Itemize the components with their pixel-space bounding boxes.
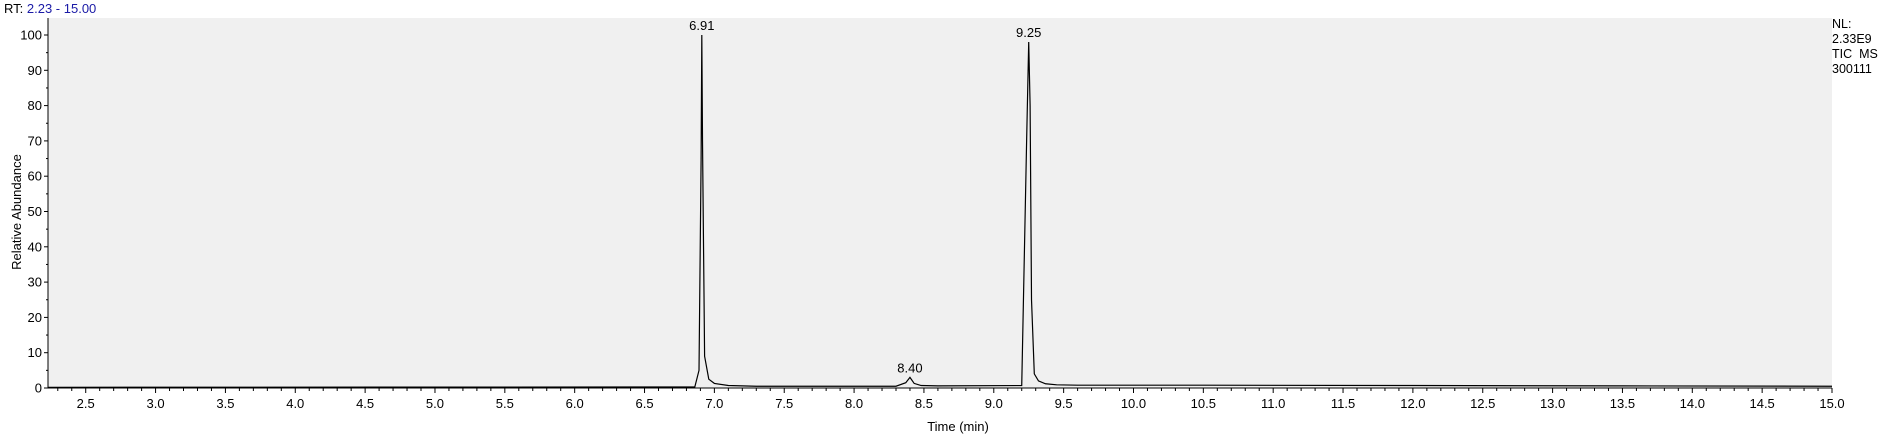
rt-range-value: 2.23 - 15.00: [26, 1, 97, 16]
x-tick-label: 4.0: [286, 396, 304, 411]
x-tick-label: 4.5: [356, 396, 374, 411]
y-tick-label: 60: [28, 169, 42, 184]
x-tick-label: 2.5: [77, 396, 95, 411]
peak-label: 9.25: [1016, 25, 1041, 40]
plot-area: [48, 18, 1832, 388]
x-tick-label: 5.5: [496, 396, 514, 411]
file-name: 300111: [1832, 62, 1872, 76]
y-tick-label: 100: [20, 28, 42, 43]
y-tick-label: 20: [28, 310, 42, 325]
peak-labels: 6.91 8.40 9.25: [689, 18, 1041, 375]
x-tick-label: 3.0: [147, 396, 165, 411]
x-tick-label: 13.5: [1610, 396, 1635, 411]
x-tick-label: 8.5: [915, 396, 933, 411]
y-tick-label: 30: [28, 275, 42, 290]
x-tick-label: 7.0: [705, 396, 723, 411]
nl-label: NL:: [1832, 17, 1852, 31]
peak-label: 8.40: [897, 360, 922, 375]
x-tick-label: 12.5: [1470, 396, 1495, 411]
x-tick-label: 11.5: [1331, 396, 1355, 411]
y-tick-label: 90: [28, 63, 42, 78]
x-tick-label: 14.5: [1749, 396, 1774, 411]
x-axis-title: Time (min): [927, 419, 989, 434]
x-tick-label: 10.5: [1191, 396, 1216, 411]
x-tick-label: 15.0: [1819, 396, 1844, 411]
x-tick-label: 7.5: [775, 396, 793, 411]
x-axis: 2.5 3.0 3.5 4.0 4.5 5.0 5.5 6.0 6.5 7.0 7.5 8.0 8.5 9…: [48, 387, 1845, 411]
x-tick-label: 8.0: [845, 396, 863, 411]
peak-label: 6.91: [689, 18, 714, 33]
y-tick-label: 10: [28, 345, 42, 360]
y-tick-label: 0: [35, 381, 42, 396]
x-tick-label: 13.0: [1540, 396, 1565, 411]
trace-type: TIC MS: [1832, 47, 1878, 61]
x-tick-label: 5.0: [426, 396, 444, 411]
x-tick-label: 10.0: [1121, 396, 1146, 411]
x-tick-label: 14.0: [1680, 396, 1705, 411]
y-tick-label: 70: [28, 133, 42, 148]
y-tick-label: 50: [28, 204, 42, 219]
x-tick-label: 12.0: [1400, 396, 1425, 411]
y-axis-title: Relative Abundance: [9, 154, 24, 270]
x-tick-label: 3.5: [216, 396, 234, 411]
y-tick-label: 40: [28, 239, 42, 254]
x-tick-label: 9.5: [1055, 396, 1073, 411]
rt-range-label: RT: 2.23 - 15.00: [4, 1, 96, 16]
nl-value: 2.33E9: [1832, 32, 1872, 46]
y-tick-label: 80: [28, 98, 42, 113]
x-tick-label: 9.0: [985, 396, 1003, 411]
chromatogram-trace: [47, 34, 1833, 388]
x-tick-label: 11.0: [1261, 396, 1285, 411]
x-tick-label: 6.0: [566, 396, 584, 411]
trace-info: NL: 2.33E9 TIC MS 300111: [1832, 17, 1878, 77]
y-axis: 0 10 20 30 40 50 60 70 80 90 100: [20, 18, 49, 396]
x-tick-label: 6.5: [635, 396, 653, 411]
rt-key: RT:: [4, 1, 24, 16]
